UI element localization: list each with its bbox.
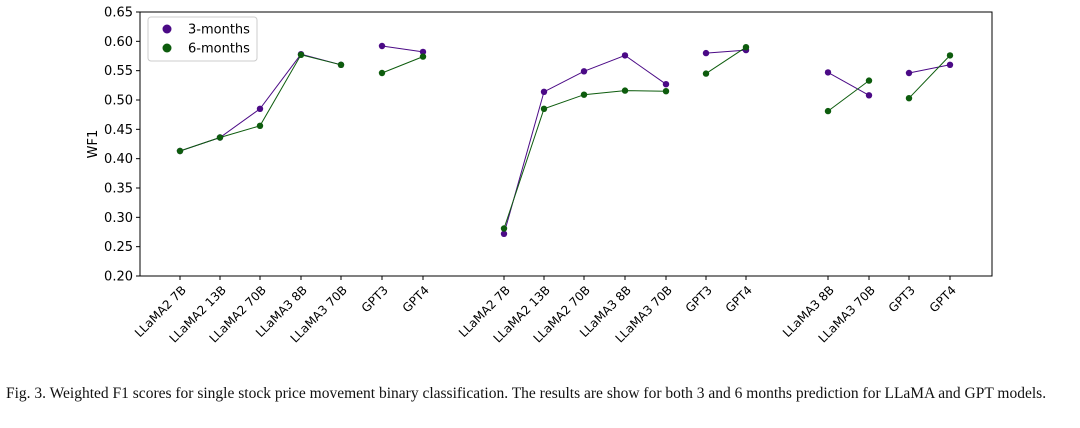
series-line-3-months bbox=[381, 45, 424, 53]
x-tick-label: GPT3 bbox=[359, 283, 391, 315]
x-tick-label: GPT4 bbox=[723, 283, 755, 315]
data-point-6-months bbox=[824, 107, 832, 115]
data-point-3-months bbox=[580, 68, 588, 75]
x-tick-label: GPT4 bbox=[400, 283, 432, 315]
data-point-3-months bbox=[946, 61, 954, 68]
x-tick-label: GPT4 bbox=[927, 283, 959, 315]
y-tick-label: 0.20 bbox=[104, 270, 133, 285]
data-point-6-months bbox=[580, 91, 588, 98]
series-line-3-months bbox=[503, 54, 667, 234]
series-line-6-months bbox=[908, 55, 951, 99]
data-point-6-months bbox=[297, 51, 305, 58]
data-point-3-months bbox=[419, 48, 427, 56]
series-line-3-months bbox=[908, 64, 951, 74]
data-point-6-months bbox=[500, 225, 508, 232]
figure-caption: Fig. 3. Weighted F1 scores for single st… bbox=[6, 385, 1047, 402]
data-point-6-months bbox=[337, 61, 345, 68]
y-axis-label: WF1 bbox=[86, 130, 101, 159]
legend-label: 3-months bbox=[188, 23, 250, 38]
legend-marker bbox=[162, 24, 172, 34]
y-axis: 0.20 0.25 0.30 0.35 0.40 0.45 0.50 0.55 0.60 0.65 bbox=[104, 6, 140, 285]
data-point-6-months bbox=[865, 77, 873, 84]
data-point-3-months bbox=[378, 42, 386, 50]
legend-box bbox=[147, 16, 258, 62]
series-line-6-months bbox=[827, 80, 870, 112]
data-point-3-months bbox=[621, 52, 629, 59]
data-point-6-months bbox=[419, 53, 427, 60]
data-point-3-months bbox=[256, 105, 264, 113]
data-point-6-months bbox=[905, 95, 913, 102]
data-point-3-months bbox=[540, 88, 548, 96]
series-line-6-months bbox=[705, 46, 747, 75]
chart: 0.20 0.25 0.30 0.35 0.40 0.45 0.50 0.55 0.60 0.65… bbox=[86, 6, 993, 345]
data-point-6-months bbox=[378, 69, 386, 77]
y-tick-label: 0.60 bbox=[104, 35, 133, 50]
data-point-6-months bbox=[216, 134, 224, 141]
y-tick-label: 0.55 bbox=[104, 64, 133, 79]
data-point-3-months bbox=[865, 92, 873, 99]
data-point-6-months bbox=[540, 105, 548, 113]
legend-label: 6-months bbox=[188, 42, 250, 57]
y-tick-label: 0.50 bbox=[104, 94, 133, 109]
legend: 3-months 6-months bbox=[147, 16, 258, 62]
data-point-6-months bbox=[176, 147, 184, 155]
y-tick-label: 0.45 bbox=[104, 123, 133, 138]
data-point-6-months bbox=[946, 52, 954, 59]
data-point-6-months bbox=[742, 44, 750, 51]
data-point-6-months bbox=[662, 88, 670, 95]
x-tick-label: GPT3 bbox=[683, 283, 715, 315]
data-point-6-months bbox=[621, 87, 629, 94]
data-point-3-months bbox=[662, 81, 670, 88]
series-line-6-months bbox=[503, 90, 667, 229]
y-tick-label: 0.30 bbox=[104, 211, 133, 226]
series-line-6-months bbox=[179, 54, 342, 152]
series-line-3-months bbox=[179, 53, 342, 152]
plot-frame bbox=[139, 11, 993, 277]
x-tick-label: GPT3 bbox=[886, 283, 918, 315]
data-point-6-months bbox=[702, 70, 710, 77]
plot-area bbox=[176, 42, 954, 237]
y-tick-label: 0.25 bbox=[104, 240, 133, 255]
data-point-6-months bbox=[256, 122, 264, 129]
legend-marker bbox=[162, 43, 172, 53]
data-point-3-months bbox=[824, 69, 832, 76]
y-tick-label: 0.40 bbox=[104, 152, 133, 167]
y-tick-label: 0.35 bbox=[104, 182, 133, 197]
y-tick-label: 0.65 bbox=[104, 6, 133, 21]
data-point-3-months bbox=[905, 69, 913, 77]
data-point-3-months bbox=[500, 230, 508, 237]
series-line-3-months bbox=[705, 49, 747, 54]
series-line-3-months bbox=[827, 71, 870, 96]
series-line-6-months bbox=[381, 56, 424, 74]
data-point-3-months bbox=[702, 49, 710, 57]
